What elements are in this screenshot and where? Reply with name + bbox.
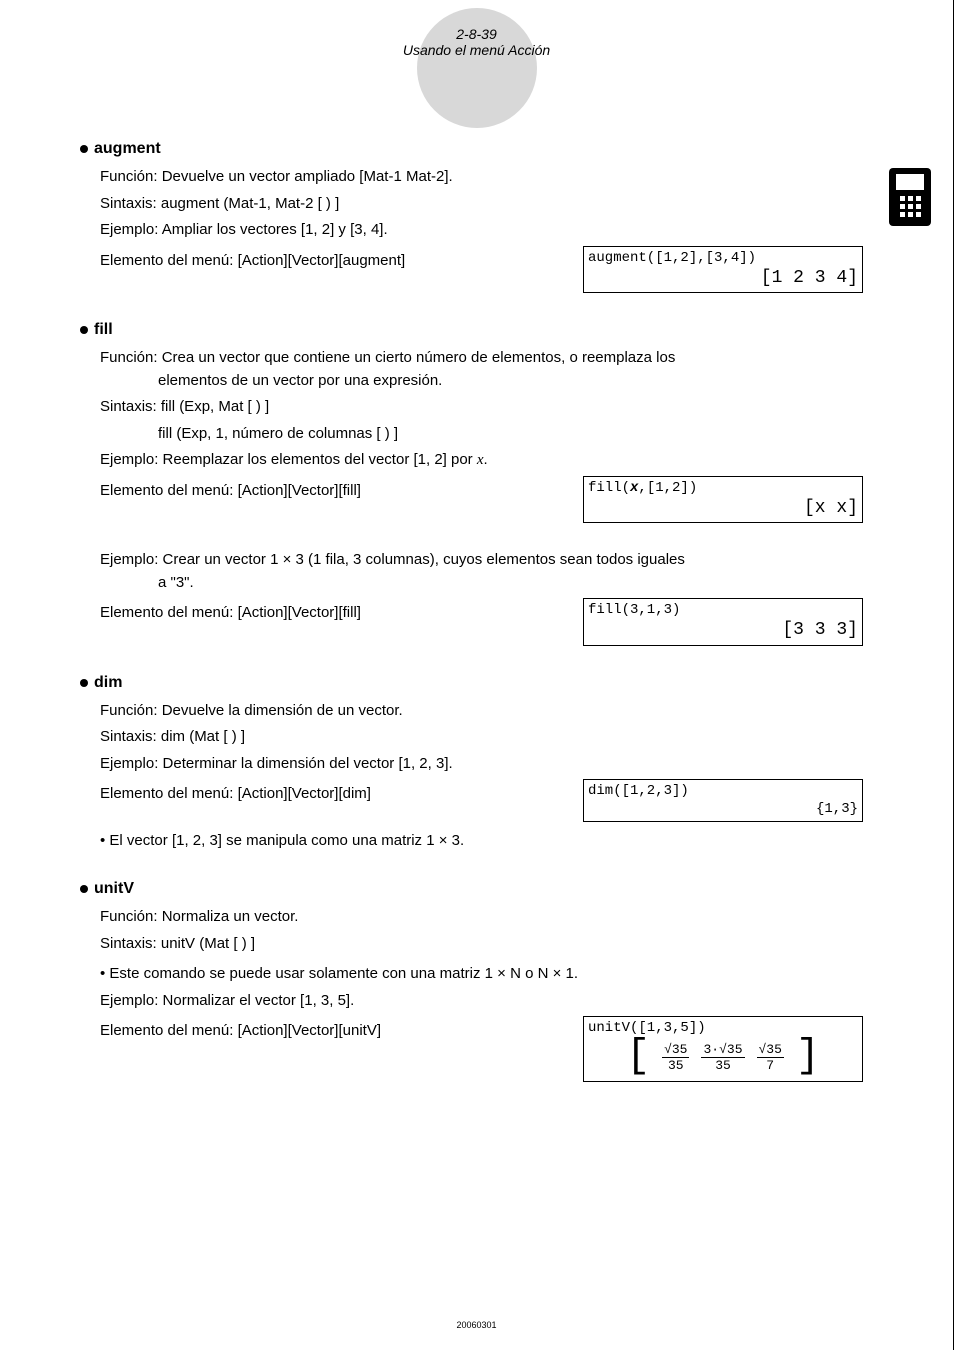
menu-line: Elemento del menú: [Action][Vector][augm… xyxy=(100,250,567,273)
calc-output: {1,3} xyxy=(588,800,858,818)
sintaxis-line: Sintaxis: dim (Mat [ ) ] xyxy=(100,726,863,749)
calc-input: fill(x,[1,2]) xyxy=(588,479,858,497)
ejemplo-line-2: Ejemplo: Crear un vector 1 × 3 (1 fila, … xyxy=(100,549,863,594)
menu-line: Elemento del menú: [Action][Vector][dim] xyxy=(100,783,567,806)
bullet-icon xyxy=(80,326,88,334)
bullet-icon xyxy=(80,885,88,893)
calc-display-augment: augment([1,2],[3,4]) [1 2 3 4] xyxy=(583,246,863,294)
calc-display-dim: dim([1,2,3]) {1,3} xyxy=(583,779,863,821)
calc-display-unitv: unitV([1,3,5]) [ √35 35 3·√35 35 √35 xyxy=(583,1016,863,1082)
bullet-icon xyxy=(80,145,88,153)
ejemplo-line: Ejemplo: Normalizar el vector [1, 3, 5]. xyxy=(100,990,863,1013)
title-text: fill xyxy=(94,321,113,339)
title-text: augment xyxy=(94,140,161,158)
sintaxis-line-1: Sintaxis: fill (Exp, Mat [ ) ] xyxy=(100,396,863,419)
title-text: unitV xyxy=(94,880,134,898)
page-number: 2-8-39 xyxy=(456,26,496,42)
calc-output: [1 2 3 4] xyxy=(588,267,858,290)
section-title-augment: augment xyxy=(80,140,863,158)
section-title-unitv: unitV xyxy=(80,880,863,898)
section-dim: dim Función: Devuelve la dimensión de un… xyxy=(80,674,863,852)
funcion-line: Función: Normaliza un vector. xyxy=(100,906,863,929)
menu-line-1: Elemento del menú: [Action][Vector][fill… xyxy=(100,480,567,503)
footer-date: 20060301 xyxy=(456,1320,496,1330)
calc-display-fill-2: fill(3,1,3) [3 3 3] xyxy=(583,598,863,646)
funcion-line: Función: Devuelve la dimensión de un vec… xyxy=(100,700,863,723)
funcion-line: Función: Devuelve un vector ampliado [Ma… xyxy=(100,166,863,189)
section-title-dim: dim xyxy=(80,674,863,692)
calc-output: [ √35 35 3·√35 35 √35 7 ] xyxy=(588,1037,858,1077)
section-title-fill: fill xyxy=(80,321,863,339)
note-line: • Este comando se puede usar solamente c… xyxy=(100,963,863,986)
note-line: • El vector [1, 2, 3] se manipula como u… xyxy=(100,830,863,853)
calc-input: fill(3,1,3) xyxy=(588,601,858,619)
sintaxis-line-2: fill (Exp, 1, número de columnas [ ) ] xyxy=(158,423,863,446)
calc-display-fill-1: fill(x,[1,2]) [x x] xyxy=(583,476,863,524)
calculator-icon xyxy=(889,168,931,226)
sintaxis-line: Sintaxis: unitV (Mat [ ) ] xyxy=(100,933,863,956)
funcion-line: Función: Crea un vector que contiene un … xyxy=(100,347,863,392)
calc-input: augment([1,2],[3,4]) xyxy=(588,249,858,267)
ejemplo-line: Ejemplo: Determinar la dimensión del vec… xyxy=(100,753,863,776)
calc-input: dim([1,2,3]) xyxy=(588,782,858,800)
bullet-icon xyxy=(80,679,88,687)
page-subtitle: Usando el menú Acción xyxy=(403,42,550,58)
menu-line: Elemento del menú: [Action][Vector][unit… xyxy=(100,1020,567,1043)
section-augment: augment Función: Devuelve un vector ampl… xyxy=(80,140,863,293)
calc-output: [3 3 3] xyxy=(588,619,858,642)
sintaxis-line: Sintaxis: augment (Mat-1, Mat-2 [ ) ] xyxy=(100,193,863,216)
ejemplo-line-1: Ejemplo: Reemplazar los elementos del ve… xyxy=(100,449,863,472)
title-text: dim xyxy=(94,674,122,692)
section-fill: fill Función: Crea un vector que contien… xyxy=(80,321,863,646)
header-badge: 2-8-39 Usando el menú Acción xyxy=(417,8,537,128)
calc-output: [x x] xyxy=(588,497,858,520)
section-unitv: unitV Función: Normaliza un vector. Sint… xyxy=(80,880,863,1082)
menu-line-2: Elemento del menú: [Action][Vector][fill… xyxy=(100,602,567,625)
ejemplo-line: Ejemplo: Ampliar los vectores [1, 2] y [… xyxy=(100,219,863,242)
